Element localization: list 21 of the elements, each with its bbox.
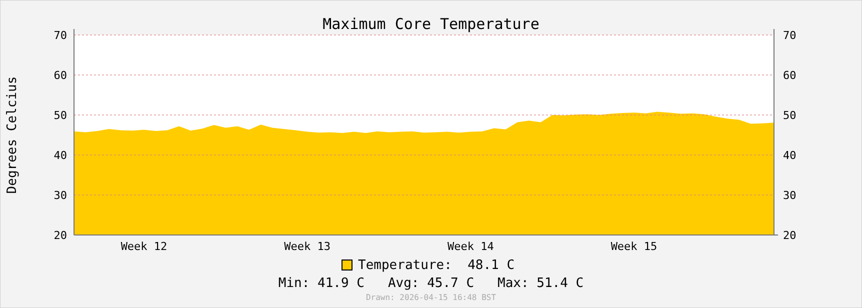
text: Drawn: 2026-04-15 16:48 BST <box>366 293 496 302</box>
y-tick-label: 50 <box>54 109 67 122</box>
x-tick-label: Week 15 <box>610 240 658 253</box>
y-axis-title: Degrees Celcius <box>5 76 20 194</box>
y2-tick-label: 20 <box>783 229 796 242</box>
y-tick-label: 70 <box>54 29 67 42</box>
y2-tick-label: 60 <box>783 69 796 82</box>
x-tick-label: Week 13 <box>284 240 331 253</box>
chart-title: Maximum Core Temperature <box>322 15 540 33</box>
series-label: Temperature: 48.1 C <box>358 258 515 273</box>
x-tick-label: Week 12 <box>120 240 168 253</box>
y2-tick-label: 50 <box>783 109 796 122</box>
text: Min: 41.9 C Avg: 45.7 C Max: 51.4 C <box>278 276 584 291</box>
y-tick-label: 30 <box>54 189 67 202</box>
y-tick-label: 40 <box>54 149 67 162</box>
y2-tick-label: 30 <box>783 189 796 202</box>
y2-tick-label: 40 <box>783 149 796 162</box>
y-tick-label: 20 <box>54 229 67 242</box>
y2-tick-label: 70 <box>783 29 796 42</box>
y-tick-label: 60 <box>54 69 67 82</box>
x-tick-label: Week 14 <box>447 240 494 253</box>
